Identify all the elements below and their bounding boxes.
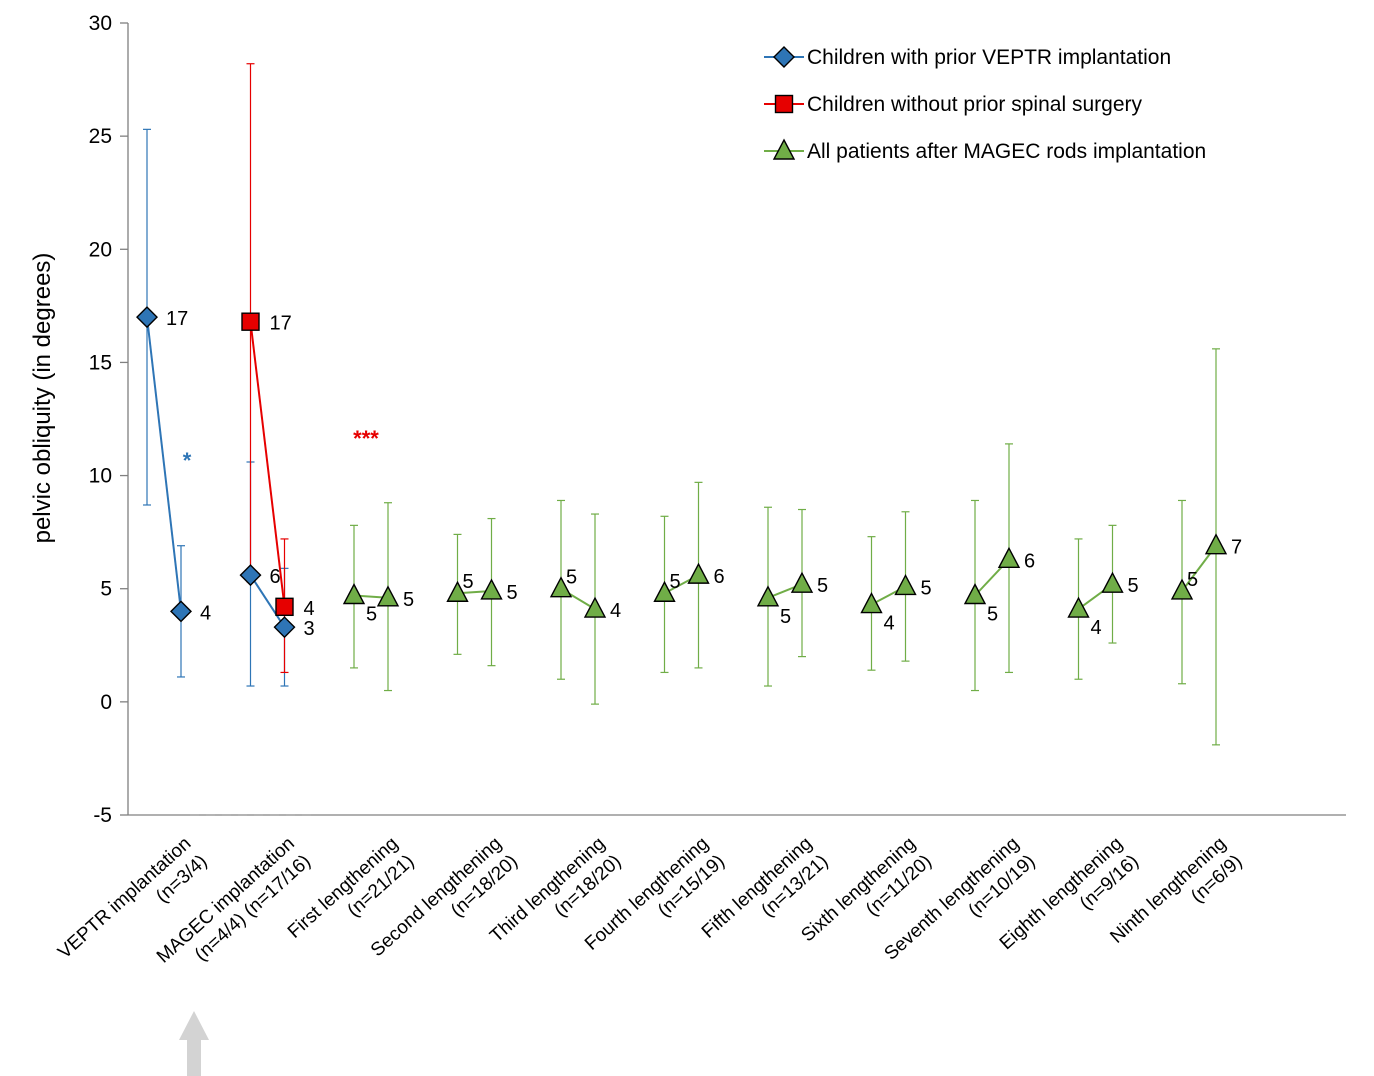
all-magec-marker xyxy=(790,571,814,593)
no-prior-legend-label: Children without prior spinal surgery xyxy=(807,93,1142,116)
all-magec-marker xyxy=(376,585,400,607)
all-magec-data-label: 4 xyxy=(884,613,895,635)
all-magec-marker xyxy=(342,582,366,605)
y-tick-label: 30 xyxy=(89,12,112,35)
all-magec-data-label: 7 xyxy=(1231,537,1242,559)
all-magec-data-label: 5 xyxy=(1128,575,1139,597)
veptr-marker xyxy=(239,564,262,587)
all-magec-data-label: 4 xyxy=(1091,617,1102,639)
significance-annotations: **** xyxy=(183,426,380,473)
all-magec-legend-label: All patients after MAGEC rods implantati… xyxy=(807,140,1206,163)
veptr-line xyxy=(249,574,286,628)
all-magec-data-label: 5 xyxy=(566,567,577,589)
all-magec-marker xyxy=(653,580,676,602)
all-magec-marker xyxy=(1204,533,1228,555)
all-magec-marker xyxy=(860,592,883,614)
category-label: Eighth lengthening(n=9/16) xyxy=(996,833,1143,972)
significance-annotation: *** xyxy=(353,426,379,451)
all-magec-data-label: 5 xyxy=(817,575,828,597)
all-magec-marker xyxy=(894,573,917,596)
veptr-data-label: 3 xyxy=(304,618,315,640)
all-magec-legend-marker xyxy=(772,138,796,160)
veptr-data-label: 6 xyxy=(270,566,281,588)
y-tick-label: 25 xyxy=(89,125,112,148)
all-magec-data-label: 5 xyxy=(366,604,377,626)
y-tick-label: -5 xyxy=(93,804,112,827)
no-prior-marker xyxy=(275,597,294,617)
all-magec-marker xyxy=(1067,596,1090,618)
veptr-marker xyxy=(170,600,192,623)
all-magec-data-label: 6 xyxy=(714,566,725,588)
all-magec-marker xyxy=(480,578,503,600)
up-arrow-icon xyxy=(179,1011,209,1076)
veptr-marker xyxy=(273,616,296,639)
all-magec-data-label: 5 xyxy=(463,571,474,593)
veptr-line xyxy=(146,317,182,612)
all-magec-data-label: 5 xyxy=(1187,569,1198,591)
significance-annotation: * xyxy=(183,448,192,473)
y-tick-label: 0 xyxy=(100,691,112,714)
all-magec-marker xyxy=(687,562,710,584)
category-labels: VEPTR implantation(n=3/4)MAGEC implantat… xyxy=(54,833,1246,981)
y-tick-label: 15 xyxy=(89,351,112,374)
axes: -5 0 5 10 15 20 25 30 xyxy=(89,12,1346,827)
all-magec-marker xyxy=(997,546,1021,568)
all-magec-marker xyxy=(1170,578,1194,600)
all-magec-data-label: 5 xyxy=(507,582,518,604)
all-magec-data-label: 5 xyxy=(987,604,998,626)
point-labels: 17 4 6 3 17 4 5 5 5 5 5 4 5 6 5 5 4 5 5 6 4 5 5 7 xyxy=(166,308,1242,640)
all-magec-marker xyxy=(583,596,607,618)
all-magec-data-label: 5 xyxy=(921,577,932,599)
veptr-marker xyxy=(136,306,158,329)
no-prior-marker xyxy=(241,312,260,331)
no-prior-data-label: 17 xyxy=(270,313,292,335)
all-magec-data-label: 4 xyxy=(610,600,621,622)
no-prior-data-label: 4 xyxy=(304,598,315,620)
data-markers xyxy=(136,306,1228,639)
veptr-data-label: 17 xyxy=(166,308,188,330)
category-label: VEPTR implantation(n=3/4) xyxy=(54,833,211,981)
all-magec-marker xyxy=(756,585,780,607)
all-magec-marker xyxy=(963,582,987,605)
veptr-data-label: 4 xyxy=(200,602,211,624)
all-magec-data-label: 6 xyxy=(1024,550,1035,572)
error-bars xyxy=(143,63,1220,746)
all-magec-marker xyxy=(1101,571,1124,593)
all-magec-marker xyxy=(549,576,573,598)
all-magec-data-label: 5 xyxy=(780,606,791,628)
legend: Children with prior VEPTR implantation Ch… xyxy=(764,46,1206,163)
veptr-legend-label: Children with prior VEPTR implantation xyxy=(807,46,1171,69)
all-magec-data-label: 5 xyxy=(403,589,414,611)
all-magec-marker xyxy=(446,580,469,602)
veptr-legend-marker xyxy=(773,46,795,68)
y-axis-title: pelvic obliquity (in degrees) xyxy=(29,253,56,544)
y-tick-label: 10 xyxy=(89,465,112,488)
y-tick-label: 20 xyxy=(89,238,112,261)
y-tick-label: 5 xyxy=(100,578,112,601)
series-lines xyxy=(146,317,1217,628)
no-prior-line xyxy=(249,321,286,607)
no-prior-legend-marker xyxy=(774,94,794,114)
all-magec-data-label: 5 xyxy=(670,571,681,593)
